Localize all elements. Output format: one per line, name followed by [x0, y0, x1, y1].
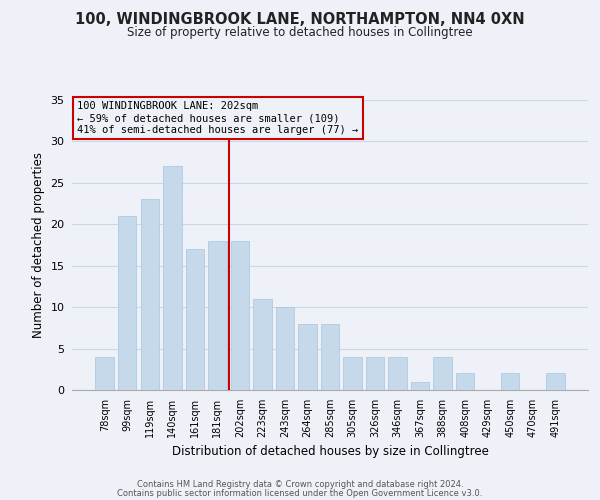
- X-axis label: Distribution of detached houses by size in Collingtree: Distribution of detached houses by size …: [172, 446, 488, 458]
- Text: 100, WINDINGBROOK LANE, NORTHAMPTON, NN4 0XN: 100, WINDINGBROOK LANE, NORTHAMPTON, NN4…: [75, 12, 525, 28]
- Text: Contains HM Land Registry data © Crown copyright and database right 2024.: Contains HM Land Registry data © Crown c…: [137, 480, 463, 489]
- Bar: [343, 357, 362, 390]
- Bar: [433, 357, 452, 390]
- Y-axis label: Number of detached properties: Number of detached properties: [32, 152, 44, 338]
- Bar: [546, 374, 565, 390]
- Bar: [185, 249, 204, 390]
- Text: 100 WINDINGBROOK LANE: 202sqm
← 59% of detached houses are smaller (109)
41% of : 100 WINDINGBROOK LANE: 202sqm ← 59% of d…: [77, 102, 358, 134]
- Bar: [298, 324, 317, 390]
- Bar: [366, 357, 384, 390]
- Bar: [456, 374, 475, 390]
- Bar: [163, 166, 182, 390]
- Bar: [208, 241, 227, 390]
- Bar: [230, 241, 249, 390]
- Bar: [95, 357, 114, 390]
- Bar: [388, 357, 407, 390]
- Bar: [321, 324, 339, 390]
- Bar: [501, 374, 520, 390]
- Bar: [118, 216, 136, 390]
- Bar: [276, 307, 294, 390]
- Bar: [411, 382, 430, 390]
- Bar: [253, 299, 272, 390]
- Bar: [140, 200, 159, 390]
- Text: Contains public sector information licensed under the Open Government Licence v3: Contains public sector information licen…: [118, 489, 482, 498]
- Text: Size of property relative to detached houses in Collingtree: Size of property relative to detached ho…: [127, 26, 473, 39]
